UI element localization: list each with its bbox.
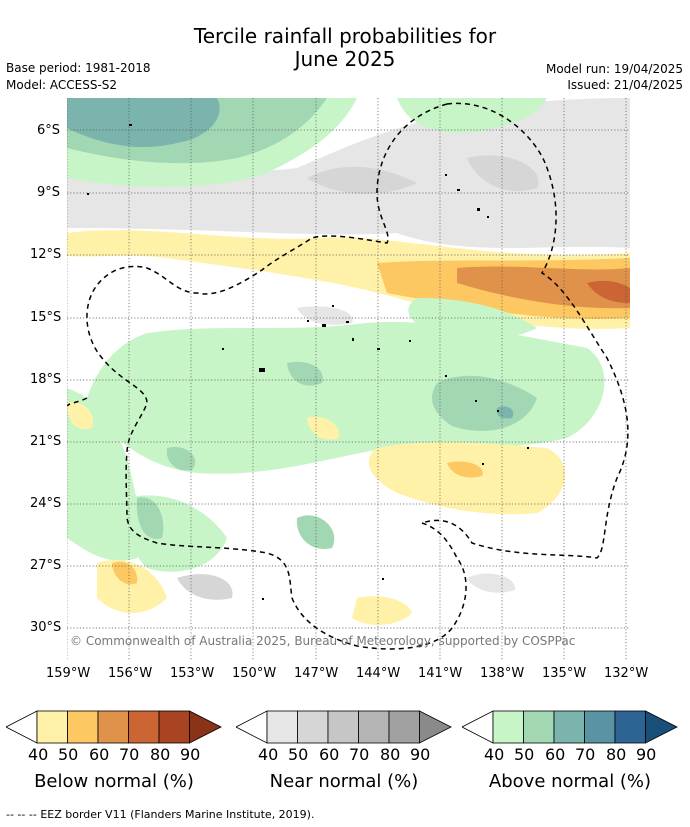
lon-tick: 144°W xyxy=(356,666,401,681)
issued-date: Issued: 21/04/2025 xyxy=(567,78,683,92)
colorbar-swatch xyxy=(492,710,524,744)
below-normal-region xyxy=(307,416,340,440)
lat-tick: 30°S xyxy=(30,620,62,635)
above-normal-region xyxy=(408,298,537,340)
colorbar-tick: 90 xyxy=(636,745,657,764)
lon-tick: 135°W xyxy=(542,666,587,681)
lon-tick: 138°W xyxy=(480,666,525,681)
lat-tick: 18°S xyxy=(30,372,62,387)
lat-tick: 15°S xyxy=(30,310,62,325)
colorbar-swatch xyxy=(358,710,390,744)
lon-tick: 147°W xyxy=(294,666,339,681)
lon-tick: 132°W xyxy=(604,666,649,681)
below-normal-region xyxy=(97,559,167,613)
colorbar-tick: 90 xyxy=(180,745,201,764)
colorbar-tick: 50 xyxy=(288,745,309,764)
lat-tick: 9°S xyxy=(37,185,61,200)
lat-tick: 27°S xyxy=(30,558,62,573)
map-title-line1: Tercile rainfall probabilities for xyxy=(193,24,497,48)
colorbar-swatch xyxy=(327,710,359,744)
colorbar-swatch xyxy=(128,710,160,744)
lat-tick: 24°S xyxy=(30,496,62,511)
near-normal-region xyxy=(467,573,516,593)
above-normal-region xyxy=(67,98,220,148)
lon-tick: 153°W xyxy=(170,666,215,681)
near-normal-region-dark xyxy=(467,155,539,192)
eez-legend-label: EEZ border V11 (Flanders Marine Institut… xyxy=(40,808,315,821)
colorbar-swatch xyxy=(97,710,129,744)
model-run: Model run: 19/04/2025 xyxy=(545,62,683,76)
model-name: Model: ACCESS-S2 xyxy=(6,78,118,92)
below-normal-region xyxy=(352,596,412,625)
colorbar-tick: 40 xyxy=(484,745,505,764)
map-title-line2: June 2025 xyxy=(294,47,396,71)
colorbar-swatch xyxy=(36,710,68,744)
colorbar-tick: 50 xyxy=(514,745,535,764)
colorbar-tick: 90 xyxy=(410,745,431,764)
map-panel xyxy=(67,98,630,661)
colorbar-tick: 70 xyxy=(349,745,370,764)
above-normal-region xyxy=(87,322,605,474)
colorbar-swatch xyxy=(553,710,585,744)
colorbar-title-below: Below normal (%) xyxy=(34,771,194,792)
above-normal-region xyxy=(166,447,196,471)
colorbar-swatch xyxy=(584,710,616,744)
above-normal-region xyxy=(67,388,142,561)
islands xyxy=(87,124,529,600)
below-normal-region xyxy=(112,561,138,585)
lat-tick: 12°S xyxy=(30,247,62,262)
colorbar-tick: 40 xyxy=(28,745,49,764)
colorbar-swatch xyxy=(297,710,329,744)
colorbar-tick: 80 xyxy=(606,745,627,764)
eez-border xyxy=(67,102,629,650)
colorbar-swatch xyxy=(158,710,190,744)
colorbar-swatch xyxy=(523,710,555,744)
colorbar-title-near: Near normal (%) xyxy=(269,771,419,792)
colorbar-tick: 80 xyxy=(150,745,171,764)
colorbar-tick: 50 xyxy=(58,745,79,764)
lat-tick: 6°S xyxy=(37,123,61,138)
below-normal-region xyxy=(457,266,630,309)
lon-tick: 156°W xyxy=(108,666,153,681)
above-normal-region xyxy=(136,497,164,539)
lon-tick: 159°W xyxy=(46,666,91,681)
copyright-note: © Commonwealth of Australia 2025, Bureau… xyxy=(70,634,576,648)
lon-tick: 150°W xyxy=(232,666,277,681)
colorbar-title-above: Above normal (%) xyxy=(488,771,652,792)
near-normal-region xyxy=(177,574,233,600)
colorbar-tick: 70 xyxy=(119,745,140,764)
near-normal-region-dark xyxy=(307,166,417,194)
colorbar-tick: 70 xyxy=(575,745,596,764)
colorbar-swatch xyxy=(388,710,420,744)
below-normal-region xyxy=(368,442,566,515)
above-normal-region xyxy=(296,515,335,549)
lat-tick: 21°S xyxy=(30,434,62,449)
colorbar-near-normal xyxy=(236,710,452,744)
below-normal-region xyxy=(587,280,630,303)
above-normal-region xyxy=(496,406,514,419)
colorbar-swatch xyxy=(614,710,646,744)
colorbar-tick: 80 xyxy=(380,745,401,764)
colorbar-tick: 60 xyxy=(89,745,110,764)
colorbar-above-normal xyxy=(462,710,678,744)
eez-legend: -- -- -- EEZ border V11 (Flanders Marine… xyxy=(6,808,314,821)
above-normal-region xyxy=(397,98,547,133)
colorbar-tick: 60 xyxy=(545,745,566,764)
near-normal-region xyxy=(297,306,353,325)
below-normal-region xyxy=(67,402,93,430)
below-normal-region xyxy=(447,461,483,478)
lon-tick: 141°W xyxy=(418,666,463,681)
base-period: Base period: 1981-2018 xyxy=(6,61,151,75)
colorbar-tick: 40 xyxy=(258,745,279,764)
colorbar-tick: 60 xyxy=(319,745,340,764)
eez-legend-symbol: -- -- -- xyxy=(6,808,37,821)
colorbar-swatch xyxy=(67,710,99,744)
colorbar-swatch xyxy=(266,710,298,744)
colorbar-below-normal xyxy=(6,710,222,744)
